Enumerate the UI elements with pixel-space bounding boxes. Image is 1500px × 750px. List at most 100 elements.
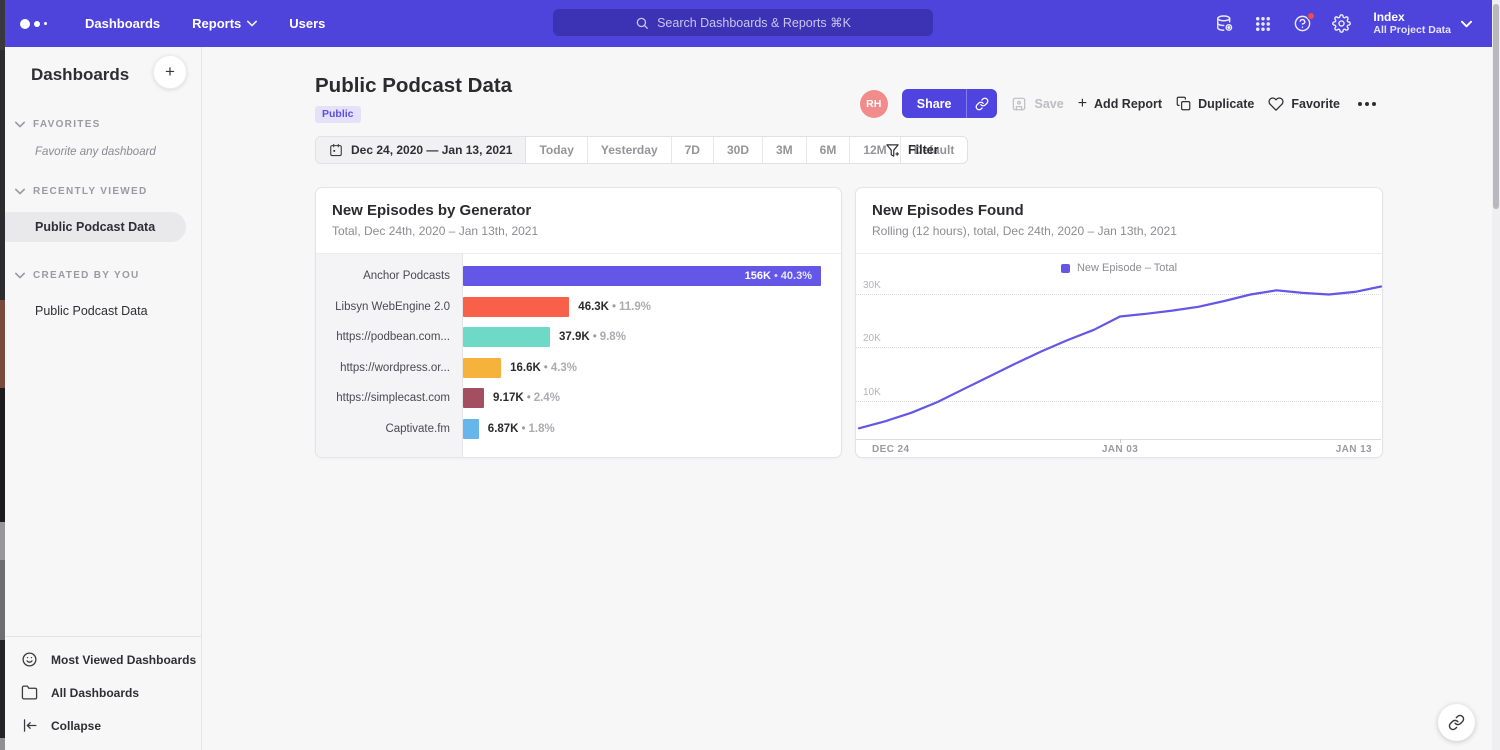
- share-link-icon-button[interactable]: [966, 89, 997, 118]
- line-chart-plot[interactable]: [856, 274, 1384, 449]
- sidebar-item-public-podcast-data[interactable]: Public Podcast Data: [5, 212, 186, 242]
- main-content: Public Podcast Data Public RH Share Save…: [202, 47, 1500, 750]
- add-report-label: Add Report: [1094, 97, 1162, 111]
- bar-category-label: https://podbean.com...: [316, 331, 463, 343]
- line-chart-body: New Episode – Total 30K 20K 10K DEC 24 J…: [856, 254, 1382, 457]
- bar-segment[interactable]: [463, 327, 550, 347]
- bar-row[interactable]: Anchor Podcasts 156K•40.3%: [316, 261, 841, 292]
- page-title: Public Podcast Data: [315, 74, 512, 98]
- bar-row[interactable]: https://simplecast.com9.17K•2.4%: [316, 383, 841, 414]
- collapse-sidebar-button[interactable]: Collapse: [5, 709, 201, 742]
- data-integrations-icon[interactable]: [1209, 9, 1239, 39]
- legend-item[interactable]: New Episode – Total: [856, 262, 1382, 274]
- add-report-button[interactable]: + Add Report: [1078, 97, 1162, 111]
- bar-chart-header[interactable]: New Episodes by Generator Total, Dec 24t…: [316, 188, 841, 254]
- avatar[interactable]: RH: [860, 90, 888, 118]
- bar-chart-body: Anchor Podcasts 156K•40.3% Libsyn WebEngin…: [316, 254, 841, 457]
- date-preset-today[interactable]: Today: [526, 137, 587, 163]
- smiley-icon: [21, 651, 38, 668]
- add-dashboard-button[interactable]: +: [153, 55, 187, 89]
- save-button[interactable]: Save: [1011, 96, 1063, 112]
- line-chart-header[interactable]: New Episodes Found Rolling (12 hours), t…: [856, 188, 1382, 254]
- duplicate-icon: [1176, 96, 1191, 111]
- bar-row[interactable]: Libsyn WebEngine 2.0 46.3K•11.9%: [316, 292, 841, 323]
- y-axis-tick-10k: 10K: [863, 387, 881, 398]
- share-split-button: Share: [902, 89, 998, 118]
- link-icon: [1448, 714, 1465, 731]
- x-axis-label-jan13: JAN 13: [1336, 444, 1372, 455]
- nav-item-dashboards[interactable]: Dashboards: [73, 8, 172, 39]
- share-button[interactable]: Share: [902, 89, 967, 118]
- favorite-label: Favorite: [1291, 97, 1340, 111]
- duplicate-button[interactable]: Duplicate: [1176, 96, 1254, 111]
- favorite-button[interactable]: Favorite: [1268, 96, 1340, 112]
- scrollbar-thumb[interactable]: [1493, 4, 1499, 209]
- settings-gear-icon[interactable]: [1326, 9, 1356, 39]
- section-label: FAVORITES: [33, 119, 101, 130]
- sidebar-section-favorites[interactable]: FAVORITES: [15, 113, 101, 136]
- bar-segment[interactable]: [463, 297, 569, 317]
- search-icon: [635, 16, 649, 30]
- project-switcher[interactable]: Index All Project Data: [1373, 10, 1472, 37]
- sidebar-item-public-podcast-data-created[interactable]: Public Podcast Data: [5, 296, 186, 326]
- chevron-down-icon: [15, 121, 25, 128]
- favorites-empty-text: Favorite any dashboard: [35, 146, 201, 158]
- date-range-button[interactable]: Dec 24, 2020 — Jan 13, 2021: [316, 137, 526, 163]
- bar-segment[interactable]: [463, 358, 501, 378]
- nav-item-users[interactable]: Users: [277, 8, 337, 39]
- mixpanel-logo-icon[interactable]: [20, 19, 47, 29]
- bar-chart-rows: Anchor Podcasts 156K•40.3% Libsyn WebEngin…: [316, 261, 841, 444]
- bar-segment[interactable]: [463, 388, 484, 408]
- most-viewed-dashboards-button[interactable]: Most Viewed Dashboards: [5, 643, 201, 676]
- search-input[interactable]: Search Dashboards & Reports ⌘K: [553, 9, 933, 36]
- bar-value-label: 46.3K•11.9%: [578, 301, 651, 313]
- plus-icon: +: [1078, 97, 1087, 111]
- bar-category-label: https://wordpress.or...: [316, 362, 463, 374]
- bar-value-label: 6.87K•1.8%: [488, 423, 555, 435]
- filter-funnel-icon: [885, 143, 900, 158]
- legend-swatch: [1061, 264, 1070, 273]
- more-options-button[interactable]: [1354, 98, 1380, 110]
- help-icon[interactable]: [1287, 9, 1317, 39]
- background-window-sliver: [0, 0, 5, 750]
- x-axis-label-jan03: JAN 03: [1102, 444, 1138, 455]
- folder-icon: [21, 684, 38, 701]
- bar-category-label: Libsyn WebEngine 2.0: [316, 301, 463, 313]
- filter-button[interactable]: Filter: [885, 136, 939, 164]
- bar-category-label: Anchor Podcasts: [316, 270, 463, 282]
- search-placeholder: Search Dashboards & Reports ⌘K: [657, 15, 851, 30]
- notification-badge: [1307, 12, 1315, 20]
- gridline-10k: [856, 401, 1381, 402]
- apps-grid-icon[interactable]: [1248, 9, 1278, 39]
- bar-segment[interactable]: 156K•40.3%: [463, 266, 821, 286]
- bar-row[interactable]: https://wordpress.or...16.6K•4.3%: [316, 353, 841, 384]
- bar-row[interactable]: https://podbean.com...37.9K•9.8%: [316, 322, 841, 353]
- x-axis-label-dec24: DEC 24: [872, 444, 909, 455]
- line-series: [859, 287, 1381, 429]
- chevron-down-icon: [15, 188, 25, 195]
- date-preset-yesterday[interactable]: Yesterday: [588, 137, 672, 163]
- nav-item-label: Dashboards: [85, 16, 160, 31]
- date-preset-7d[interactable]: 7D: [672, 137, 714, 163]
- date-preset-3m[interactable]: 3M: [763, 137, 807, 163]
- sidebar-section-recently-viewed[interactable]: RECENTLY VIEWED: [15, 180, 148, 203]
- collapse-icon: [21, 717, 38, 734]
- bar-value-label: 156K•40.3%: [745, 266, 812, 286]
- date-preset-30d[interactable]: 30D: [714, 137, 763, 163]
- sidebar-section-created-by-you[interactable]: CREATED BY YOU: [15, 264, 140, 287]
- bar-segment[interactable]: [463, 419, 479, 439]
- y-axis-tick-30k: 30K: [863, 280, 881, 291]
- calendar-icon: [329, 143, 343, 157]
- save-label: Save: [1034, 97, 1063, 111]
- y-axis-tick-20k: 20K: [863, 333, 881, 344]
- footer-item-label: Most Viewed Dashboards: [51, 653, 196, 667]
- nav-item-label: Reports: [192, 16, 241, 31]
- bar-row[interactable]: Captivate.fm 6.87K•1.8%: [316, 414, 841, 445]
- floating-share-link-button[interactable]: [1438, 704, 1475, 741]
- date-preset-6m[interactable]: 6M: [807, 137, 851, 163]
- bar-category-label: Captivate.fm: [316, 423, 463, 435]
- nav-item-reports[interactable]: Reports: [180, 8, 269, 39]
- chevron-down-icon: [1461, 20, 1472, 28]
- all-dashboards-button[interactable]: All Dashboards: [5, 676, 201, 709]
- gridline-20k: [856, 347, 1381, 348]
